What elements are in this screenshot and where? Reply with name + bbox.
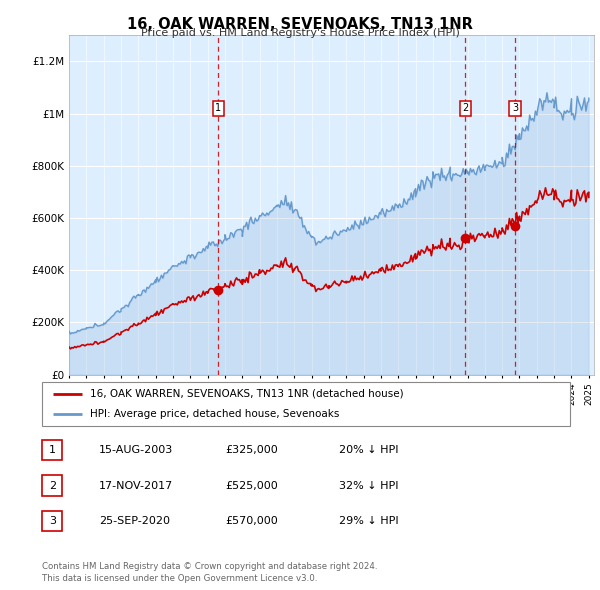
Text: 16, OAK WARREN, SEVENOAKS, TN13 1NR (detached house): 16, OAK WARREN, SEVENOAKS, TN13 1NR (det… [89, 389, 403, 399]
Text: 3: 3 [512, 103, 518, 113]
Text: £525,000: £525,000 [225, 481, 278, 490]
Text: 32% ↓ HPI: 32% ↓ HPI [339, 481, 398, 490]
Text: 29% ↓ HPI: 29% ↓ HPI [339, 516, 398, 526]
Text: 2: 2 [49, 481, 56, 490]
Text: 2: 2 [462, 103, 469, 113]
Text: 16, OAK WARREN, SEVENOAKS, TN13 1NR: 16, OAK WARREN, SEVENOAKS, TN13 1NR [127, 17, 473, 31]
Text: 17-NOV-2017: 17-NOV-2017 [99, 481, 173, 490]
Text: £325,000: £325,000 [225, 445, 278, 455]
Text: HPI: Average price, detached house, Sevenoaks: HPI: Average price, detached house, Seve… [89, 409, 339, 419]
Text: 1: 1 [49, 445, 56, 455]
FancyBboxPatch shape [42, 511, 62, 531]
Text: 1: 1 [215, 103, 221, 113]
Text: 25-SEP-2020: 25-SEP-2020 [99, 516, 170, 526]
Text: £570,000: £570,000 [225, 516, 278, 526]
Text: 15-AUG-2003: 15-AUG-2003 [99, 445, 173, 455]
Text: 20% ↓ HPI: 20% ↓ HPI [339, 445, 398, 455]
FancyBboxPatch shape [42, 476, 62, 496]
Text: 3: 3 [49, 516, 56, 526]
Text: Contains HM Land Registry data © Crown copyright and database right 2024.
This d: Contains HM Land Registry data © Crown c… [42, 562, 377, 583]
FancyBboxPatch shape [42, 440, 62, 460]
Text: Price paid vs. HM Land Registry's House Price Index (HPI): Price paid vs. HM Land Registry's House … [140, 28, 460, 38]
